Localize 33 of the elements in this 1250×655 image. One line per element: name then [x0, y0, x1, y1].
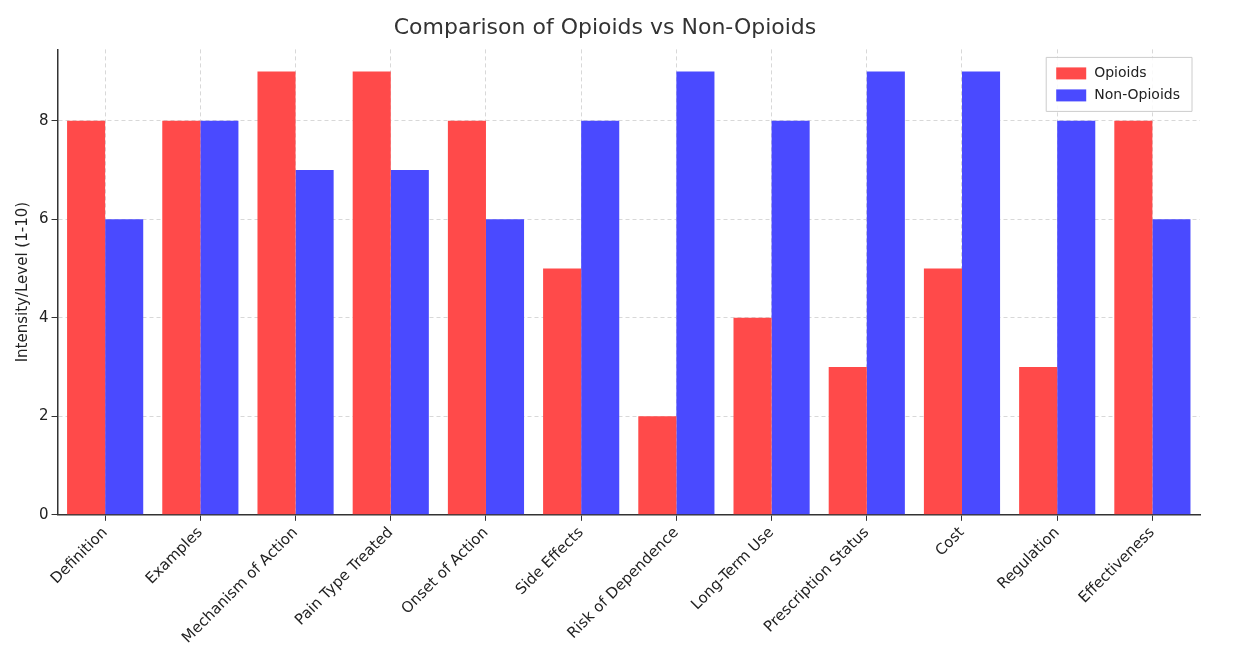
y-tick-label: 4: [39, 307, 49, 326]
bar: [1057, 120, 1096, 515]
bar: [200, 120, 239, 515]
bar: [961, 71, 1001, 515]
bar: [162, 120, 201, 515]
bar: [828, 367, 867, 515]
bar: [67, 120, 106, 515]
bar: [771, 120, 810, 515]
bar: [257, 71, 296, 515]
bar: [676, 71, 715, 515]
bar: [638, 416, 677, 515]
y-tick-label: 0: [39, 504, 49, 523]
bar: [923, 268, 962, 515]
bar: [1114, 120, 1153, 515]
y-tick-label: 2: [39, 406, 49, 425]
bar: [352, 71, 391, 515]
legend-label: Non-Opioids: [1094, 86, 1181, 103]
legend-label: Opioids: [1094, 64, 1147, 81]
bar: [295, 170, 334, 515]
bar: [543, 268, 582, 515]
bar: [1152, 219, 1191, 515]
bar: [105, 219, 144, 515]
y-axis-title: Intensity/Level (1-10): [12, 201, 31, 363]
bar: [447, 120, 486, 515]
y-tick-label: 6: [39, 209, 49, 228]
bar: [581, 120, 620, 515]
chart-title: Comparison of Opioids vs Non-Opioids: [393, 13, 817, 39]
bar: [733, 317, 772, 515]
bar: [1019, 367, 1058, 515]
bar: [866, 71, 905, 515]
bar: [390, 170, 429, 515]
y-tick-label: 8: [39, 110, 49, 129]
bar: [485, 219, 525, 515]
